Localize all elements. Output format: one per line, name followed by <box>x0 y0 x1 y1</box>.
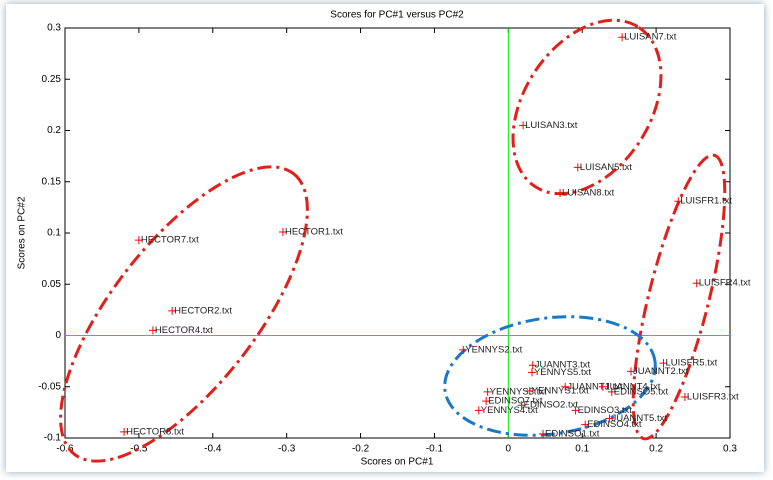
point-label: JUANNT1.txt <box>567 381 623 392</box>
point-label: LUISFR4.txt <box>699 278 751 289</box>
y-tick-label: 0 <box>55 330 61 341</box>
point-label: HECTOR8.txt <box>126 426 184 437</box>
x-tick-label: -0.6 <box>56 444 74 455</box>
point <box>561 382 570 391</box>
point <box>278 227 287 236</box>
point-label: LUISAN8.txt <box>562 188 615 199</box>
point <box>134 236 143 245</box>
point <box>605 414 614 423</box>
point-label: HECTOR4.txt <box>155 325 213 336</box>
point-label: EDINSO7.txt <box>488 396 543 407</box>
point-label: EDINSO4.txt <box>587 419 642 430</box>
point-label: JUANNT4.txt <box>605 381 661 392</box>
point <box>168 306 177 315</box>
point <box>517 401 526 410</box>
y-tick-label: 0.1 <box>47 228 61 239</box>
point-label: JUANNT3.txt <box>535 360 591 371</box>
point <box>482 397 491 406</box>
point <box>674 197 683 206</box>
point <box>556 189 565 198</box>
y-tick-label: 0.3 <box>47 23 61 34</box>
point <box>598 382 607 391</box>
y-tick-label: -0.05 <box>38 381 61 392</box>
point <box>573 163 582 172</box>
x-tick-label: -0.4 <box>204 444 222 455</box>
point <box>474 406 483 415</box>
point-label: LUISAN5.txt <box>580 162 633 173</box>
point <box>692 279 701 288</box>
point <box>483 387 492 396</box>
point <box>659 359 668 368</box>
point <box>581 420 590 429</box>
point <box>680 393 689 401</box>
point-label: YENNYS1.txt <box>532 385 589 396</box>
y-tick-label: 0.15 <box>42 176 62 187</box>
point-label: HECTOR1.txt <box>285 226 343 237</box>
point <box>459 345 468 354</box>
point <box>528 361 537 370</box>
cluster-ellipse <box>631 153 727 441</box>
point-label: JUANNT5.txt <box>612 413 668 424</box>
point-label: EDINSO1.txt <box>545 428 600 439</box>
point <box>519 121 528 130</box>
point <box>539 429 548 438</box>
y-tick-label: 0.2 <box>47 125 61 136</box>
y-tick-label: -0.1 <box>44 433 62 444</box>
point <box>626 367 635 376</box>
point <box>527 368 536 377</box>
point-label: LUISFR1.txt <box>680 196 732 207</box>
x-tick-label: -0.5 <box>130 444 148 455</box>
point-label: JUANNT2.txt <box>633 366 689 377</box>
point-label: EDINSO5.txt <box>614 386 669 397</box>
point-label: YENNYS4.txt <box>481 405 538 416</box>
plot-area <box>64 27 731 439</box>
point <box>607 387 616 396</box>
cluster-ellipse <box>511 18 663 196</box>
point-label: LUISFR5.txt <box>666 358 718 369</box>
point <box>618 33 627 42</box>
y-tick-label: 0.25 <box>42 74 62 85</box>
x-tick-label: -0.1 <box>426 444 444 455</box>
x-tick-label: 0 <box>506 444 512 455</box>
point-label: LUISFR3.txt <box>687 392 739 403</box>
cluster-ellipse <box>59 165 309 463</box>
y-axis-label: Scores on PC#2 <box>17 196 28 269</box>
point-label: HECTOR7.txt <box>141 235 199 246</box>
x-tick-label: 0.1 <box>575 444 589 455</box>
point <box>571 406 580 415</box>
point-label: EDINSO3.txt <box>578 405 633 416</box>
annotations <box>59 18 727 463</box>
point <box>148 326 157 335</box>
x-axis-label: Scores on PC#1 <box>361 457 434 468</box>
cluster-ellipse <box>443 315 657 437</box>
point <box>120 427 129 436</box>
point-label: YENNYS5.txt <box>534 367 591 378</box>
x-tick-label: -0.2 <box>352 444 370 455</box>
point-label: LUISAN3.txt <box>525 120 578 131</box>
point-label: EDINSO2.txt <box>524 400 579 411</box>
x-tick-label: 0.3 <box>723 444 737 455</box>
point <box>525 386 534 395</box>
chart-title: Scores for PC#1 versus PC#2 <box>330 10 464 21</box>
x-tick-label: 0.2 <box>649 444 663 455</box>
point-label: YENNYS2.txt <box>465 344 522 355</box>
point-label: LUISAN7.txt <box>624 32 677 43</box>
point-label: HECTOR2.txt <box>174 305 232 316</box>
point-label: YENNYS3.txt <box>490 386 547 397</box>
x-tick-label: -0.3 <box>278 444 296 455</box>
y-tick-label: 0.05 <box>42 279 62 290</box>
